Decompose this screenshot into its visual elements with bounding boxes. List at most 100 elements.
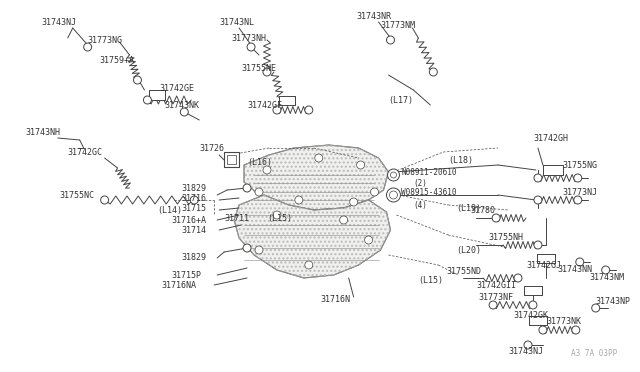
- Circle shape: [255, 188, 263, 196]
- Text: 31743NJ: 31743NJ: [42, 17, 77, 26]
- Circle shape: [576, 258, 584, 266]
- Text: (4): (4): [413, 201, 428, 209]
- Circle shape: [180, 108, 188, 116]
- Circle shape: [602, 266, 610, 274]
- Text: 31773NM: 31773NM: [381, 20, 415, 29]
- Text: 31726: 31726: [199, 144, 224, 153]
- Text: (2): (2): [413, 179, 428, 187]
- Bar: [537, 253, 555, 263]
- Text: N08911-20610: N08911-20610: [401, 167, 457, 176]
- Text: 31773NF: 31773NF: [478, 294, 513, 302]
- Circle shape: [574, 174, 582, 182]
- Circle shape: [305, 261, 313, 269]
- Text: 31742GC: 31742GC: [68, 148, 103, 157]
- Text: 31743NK: 31743NK: [164, 100, 200, 109]
- Text: 31829: 31829: [181, 183, 206, 192]
- Circle shape: [514, 274, 522, 282]
- Text: 31755NC: 31755NC: [60, 190, 95, 199]
- Circle shape: [255, 246, 263, 254]
- Text: 31716: 31716: [181, 193, 206, 202]
- Circle shape: [592, 304, 600, 312]
- Circle shape: [574, 196, 582, 204]
- Text: 31755NG: 31755NG: [563, 160, 598, 170]
- Text: 31716+A: 31716+A: [172, 215, 206, 224]
- Text: 31742GJ: 31742GJ: [526, 260, 561, 269]
- Circle shape: [387, 36, 394, 44]
- Circle shape: [534, 241, 542, 249]
- Circle shape: [134, 76, 141, 84]
- Circle shape: [143, 96, 152, 104]
- Text: W08915-43610: W08915-43610: [401, 187, 457, 196]
- Text: (L18): (L18): [448, 155, 473, 164]
- Circle shape: [315, 154, 323, 162]
- Circle shape: [390, 191, 397, 199]
- Text: 31773NK: 31773NK: [546, 317, 581, 327]
- Circle shape: [387, 169, 399, 181]
- Bar: [529, 315, 547, 324]
- Bar: [524, 285, 542, 295]
- Text: 31742GE: 31742GE: [159, 83, 195, 93]
- Text: 31755ND: 31755ND: [446, 267, 481, 276]
- Text: 31742GK: 31742GK: [513, 311, 548, 320]
- Circle shape: [572, 326, 580, 334]
- Text: 31743NH: 31743NH: [25, 128, 60, 137]
- Circle shape: [84, 43, 92, 51]
- Text: 31742GH: 31742GH: [533, 134, 568, 142]
- Circle shape: [524, 341, 532, 349]
- Circle shape: [489, 301, 497, 309]
- Circle shape: [492, 214, 500, 222]
- Circle shape: [539, 326, 547, 334]
- Text: 31716NA: 31716NA: [161, 280, 196, 289]
- Text: 31743NN: 31743NN: [558, 266, 593, 275]
- Text: 31743NM: 31743NM: [589, 273, 625, 282]
- Circle shape: [371, 188, 378, 196]
- Bar: [149, 90, 165, 100]
- Bar: [224, 152, 239, 167]
- Bar: [227, 155, 236, 164]
- Circle shape: [390, 172, 396, 178]
- Text: (L15): (L15): [267, 214, 292, 222]
- Circle shape: [100, 196, 109, 204]
- Polygon shape: [244, 145, 388, 210]
- Text: 31773NJ: 31773NJ: [563, 187, 598, 196]
- Circle shape: [263, 166, 271, 174]
- Text: (L20): (L20): [456, 246, 481, 254]
- Text: 31829: 31829: [181, 253, 206, 263]
- Circle shape: [263, 68, 271, 76]
- Circle shape: [243, 244, 251, 252]
- Text: 31716N: 31716N: [321, 295, 351, 305]
- Text: 31711: 31711: [224, 214, 249, 222]
- Text: A3 7A 03PP: A3 7A 03PP: [572, 349, 618, 358]
- Text: 31755NH: 31755NH: [488, 232, 523, 241]
- Text: 31743NP: 31743NP: [596, 298, 630, 307]
- Text: 31743NL: 31743NL: [219, 17, 254, 26]
- Circle shape: [534, 174, 542, 182]
- Bar: [543, 165, 563, 175]
- Circle shape: [305, 106, 313, 114]
- Circle shape: [529, 301, 537, 309]
- Text: (L16): (L16): [247, 157, 272, 167]
- Circle shape: [273, 106, 281, 114]
- Text: 31714: 31714: [181, 225, 206, 234]
- Bar: [279, 96, 295, 105]
- Circle shape: [243, 184, 251, 192]
- Circle shape: [273, 211, 281, 219]
- Circle shape: [247, 43, 255, 51]
- Text: (L14): (L14): [157, 205, 182, 215]
- Text: 31743NR: 31743NR: [356, 12, 392, 20]
- Circle shape: [356, 161, 365, 169]
- Text: 31742GF: 31742GF: [247, 100, 282, 109]
- Text: 31743NJ: 31743NJ: [508, 347, 543, 356]
- Circle shape: [349, 198, 358, 206]
- Text: 31715: 31715: [181, 203, 206, 212]
- Circle shape: [365, 236, 372, 244]
- Text: 31759+A: 31759+A: [100, 55, 134, 64]
- Circle shape: [534, 196, 542, 204]
- Text: 31755NE: 31755NE: [241, 64, 276, 73]
- Circle shape: [387, 188, 401, 202]
- Circle shape: [429, 68, 437, 76]
- Text: (L19): (L19): [456, 203, 481, 212]
- Circle shape: [295, 196, 303, 204]
- Text: 31773NH: 31773NH: [231, 33, 266, 42]
- Circle shape: [190, 196, 198, 204]
